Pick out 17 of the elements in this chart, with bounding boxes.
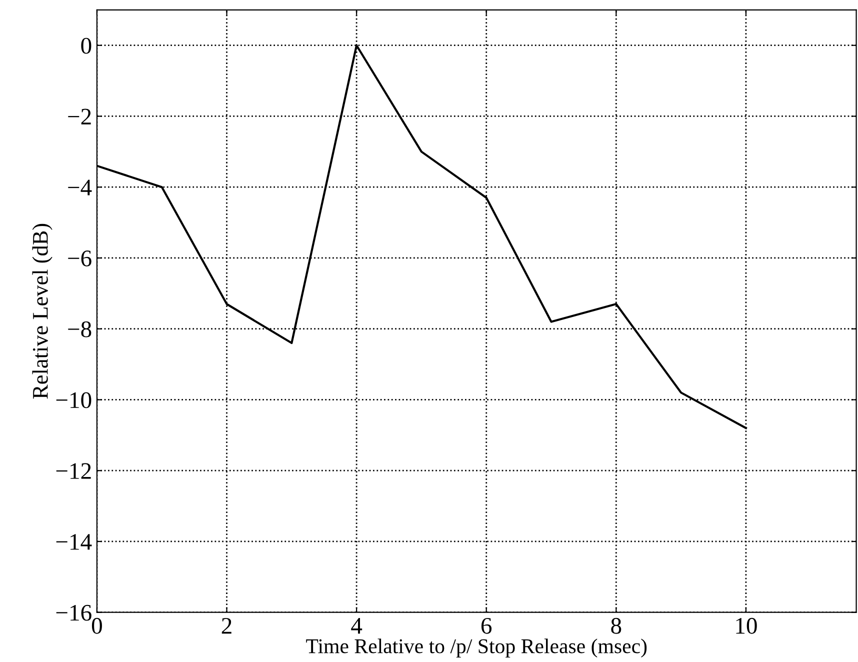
y-tick-label: −14 [56, 534, 92, 550]
y-tick-label: 0 [81, 38, 92, 54]
x-tick-label: 6 [481, 618, 492, 634]
y-tick-label: −16 [56, 604, 92, 621]
y-tick-label: −8 [68, 321, 92, 338]
y-axis-title: Relative Level (dB) [32, 224, 52, 399]
y-tick-label: −6 [68, 250, 92, 266]
x-tick-label: 4 [351, 618, 362, 634]
x-tick-label: 8 [611, 618, 622, 634]
y-tick-label: −12 [56, 463, 91, 479]
x-axis-title: Time Relative to /p/ Stop Release (msec) [306, 638, 647, 658]
x-tick-label: 2 [222, 618, 232, 634]
x-tick-label: 10 [736, 618, 757, 634]
y-tick-label: −2 [68, 108, 91, 124]
y-tick-label: −10 [56, 392, 92, 408]
y-tick-label: −4 [68, 180, 92, 196]
x-tick-label: 0 [92, 618, 102, 634]
